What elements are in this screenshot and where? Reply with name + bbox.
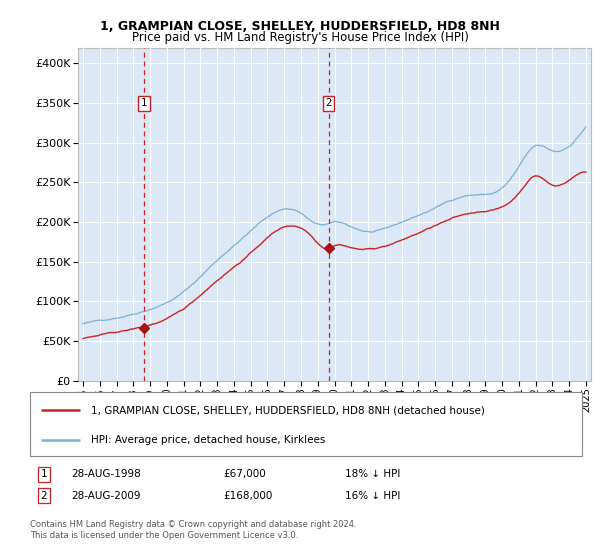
Text: 2: 2	[326, 98, 332, 108]
Text: 28-AUG-1998: 28-AUG-1998	[71, 469, 141, 479]
Text: 16% ↓ HPI: 16% ↓ HPI	[344, 491, 400, 501]
Text: 28-AUG-2009: 28-AUG-2009	[71, 491, 141, 501]
Text: 1, GRAMPIAN CLOSE, SHELLEY, HUDDERSFIELD, HD8 8NH (detached house): 1, GRAMPIAN CLOSE, SHELLEY, HUDDERSFIELD…	[91, 405, 485, 415]
Text: Contains HM Land Registry data © Crown copyright and database right 2024.
This d: Contains HM Land Registry data © Crown c…	[30, 520, 356, 540]
Text: 1, GRAMPIAN CLOSE, SHELLEY, HUDDERSFIELD, HD8 8NH: 1, GRAMPIAN CLOSE, SHELLEY, HUDDERSFIELD…	[100, 20, 500, 32]
Text: 2: 2	[40, 491, 47, 501]
Text: 18% ↓ HPI: 18% ↓ HPI	[344, 469, 400, 479]
Text: Price paid vs. HM Land Registry's House Price Index (HPI): Price paid vs. HM Land Registry's House …	[131, 31, 469, 44]
Text: £168,000: £168,000	[223, 491, 272, 501]
Text: 1: 1	[40, 469, 47, 479]
FancyBboxPatch shape	[30, 392, 582, 456]
Text: 1: 1	[141, 98, 148, 108]
Text: £67,000: £67,000	[223, 469, 266, 479]
Text: HPI: Average price, detached house, Kirklees: HPI: Average price, detached house, Kirk…	[91, 435, 325, 445]
